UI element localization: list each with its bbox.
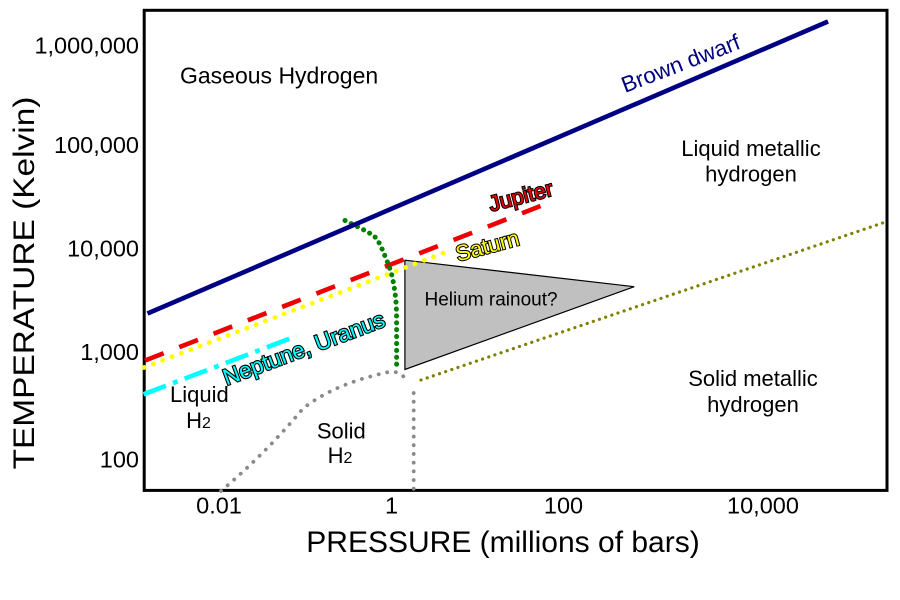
svg-text:10,000: 10,000 (67, 236, 139, 262)
svg-text:Helium rainout?: Helium rainout? (425, 289, 558, 310)
svg-text:Liquid: Liquid (170, 382, 229, 407)
svg-text:100: 100 (100, 446, 139, 472)
svg-text:Liquid metallic: Liquid metallic (681, 136, 820, 161)
svg-text:Gaseous Hydrogen: Gaseous Hydrogen (180, 63, 378, 89)
svg-text:1: 1 (385, 493, 398, 519)
svg-text:hydrogen: hydrogen (705, 162, 797, 187)
svg-text:Solid metallic: Solid metallic (688, 366, 818, 391)
svg-text:Solid: Solid (317, 419, 366, 444)
svg-text:10,000: 10,000 (727, 493, 799, 519)
svg-text:TEMPERATURE (Kelvin): TEMPERATURE (Kelvin) (7, 97, 41, 470)
svg-text:1,000,000: 1,000,000 (34, 32, 139, 58)
svg-text:0.01: 0.01 (196, 493, 242, 519)
svg-text:PRESSURE (millions of bars): PRESSURE (millions of bars) (306, 526, 699, 559)
svg-text:100,000: 100,000 (54, 132, 139, 158)
svg-text:1,000: 1,000 (80, 339, 139, 365)
svg-text:100: 100 (544, 493, 583, 519)
svg-text:hydrogen: hydrogen (707, 392, 799, 417)
